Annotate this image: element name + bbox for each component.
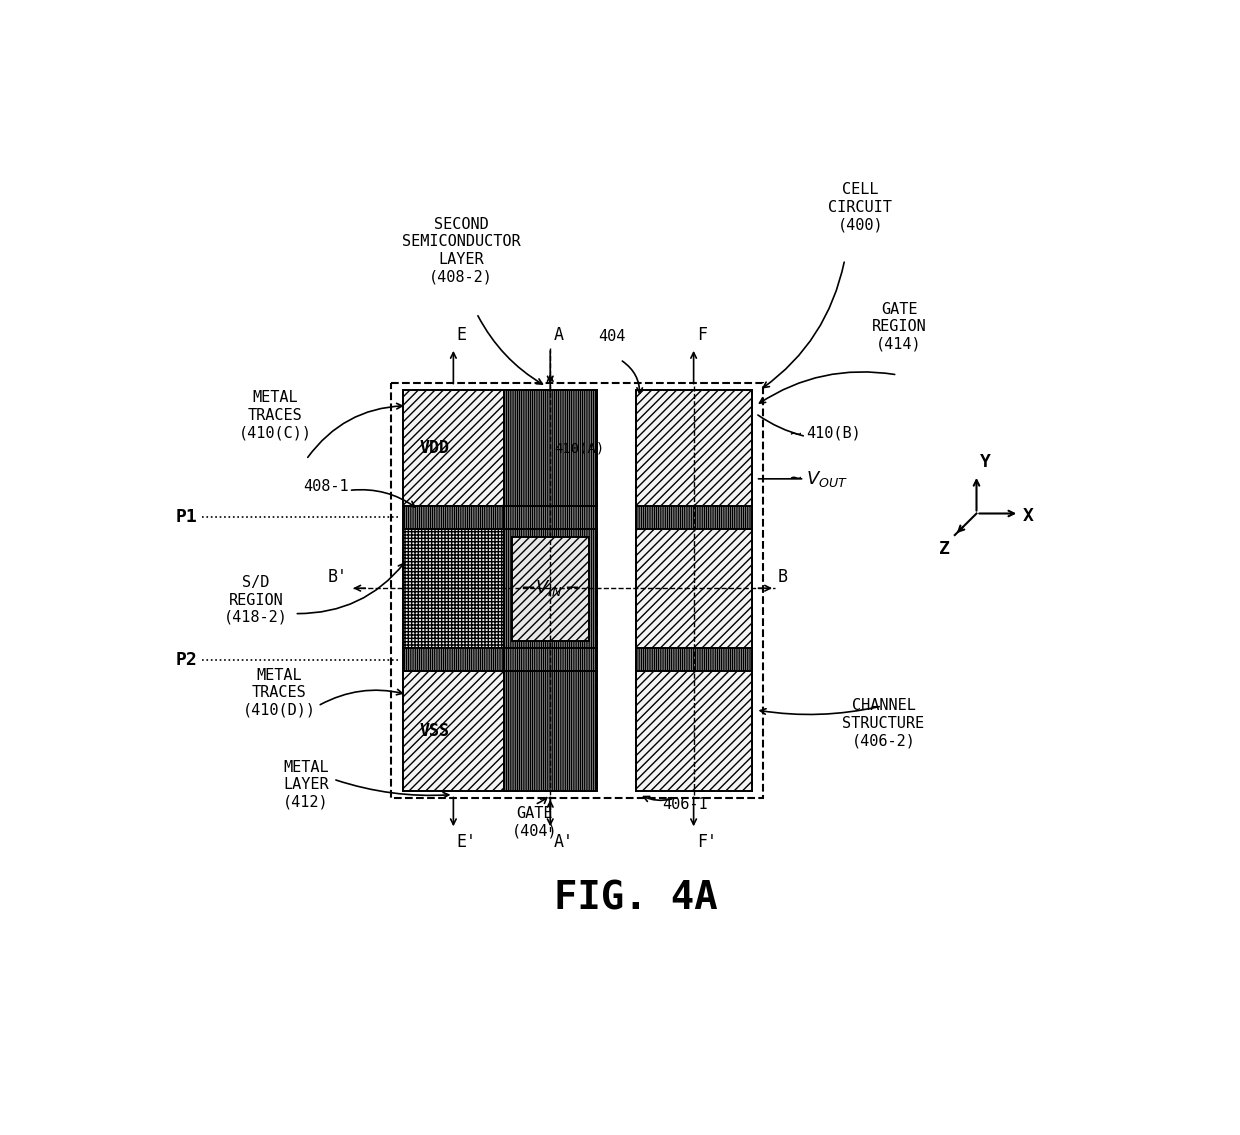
Text: F': F' [697, 833, 717, 851]
Text: A': A' [553, 833, 573, 851]
Bar [503, 529, 596, 648]
Bar [635, 648, 751, 671]
Text: METAL
LAYER
(412): METAL LAYER (412) [283, 760, 329, 809]
Bar [503, 390, 596, 506]
Text: S/D
REGION
(418-2): S/D REGION (418-2) [223, 575, 288, 625]
Bar [403, 529, 503, 648]
Text: E': E' [456, 833, 476, 851]
Text: METAL
TRACES
(410(C)): METAL TRACES (410(C)) [238, 390, 311, 440]
Bar [503, 671, 596, 791]
Bar [403, 506, 503, 529]
Text: P1: P1 [176, 508, 197, 527]
Text: B': B' [327, 568, 347, 586]
Bar [403, 648, 503, 671]
Text: CHANNEL
STRUCTURE
(406-2): CHANNEL STRUCTURE (406-2) [842, 698, 925, 748]
Text: SECOND
SEMICONDUCTOR
LAYER
(408-2): SECOND SEMICONDUCTOR LAYER (408-2) [402, 217, 521, 284]
Text: B: B [779, 568, 789, 586]
Text: A: A [553, 326, 563, 344]
Bar [403, 390, 503, 506]
Bar [503, 506, 596, 529]
Text: Y: Y [981, 453, 991, 471]
Bar [503, 648, 596, 671]
Bar [635, 390, 751, 791]
Bar [403, 390, 503, 506]
Text: GATE
(404): GATE (404) [512, 806, 558, 839]
Text: GATE
REGION
(414): GATE REGION (414) [872, 302, 926, 352]
Text: VSS: VSS [419, 722, 449, 740]
Text: ~: ~ [789, 426, 801, 445]
Text: E: E [456, 326, 466, 344]
Bar [511, 537, 589, 640]
Text: 406-1: 406-1 [662, 797, 708, 812]
Bar [392, 382, 764, 798]
Bar [503, 529, 596, 648]
Bar [635, 506, 751, 529]
Text: Z: Z [939, 540, 950, 558]
Text: 410(A): 410(A) [554, 442, 604, 455]
Text: FIG. 4A: FIG. 4A [554, 880, 717, 917]
Text: P2: P2 [176, 650, 197, 669]
Text: $V_{OUT}$: $V_{OUT}$ [806, 469, 848, 489]
Text: 408-1: 408-1 [303, 479, 348, 494]
Bar [403, 529, 503, 648]
Text: VDD: VDD [419, 439, 449, 457]
Text: METAL
TRACES
(410(D)): METAL TRACES (410(D)) [243, 667, 315, 717]
Bar [635, 390, 751, 791]
Bar [403, 671, 503, 791]
Text: $-V_{IN}-$: $-V_{IN}-$ [521, 578, 580, 598]
Text: CELL
CIRCUIT
(400): CELL CIRCUIT (400) [828, 183, 893, 233]
Bar [403, 671, 503, 791]
Bar [503, 390, 596, 506]
Text: 404: 404 [599, 329, 626, 344]
Text: ~: ~ [789, 470, 801, 488]
Text: F: F [697, 326, 707, 344]
Text: 410(B): 410(B) [806, 426, 861, 440]
Bar [503, 671, 596, 791]
Text: X: X [1023, 507, 1034, 524]
